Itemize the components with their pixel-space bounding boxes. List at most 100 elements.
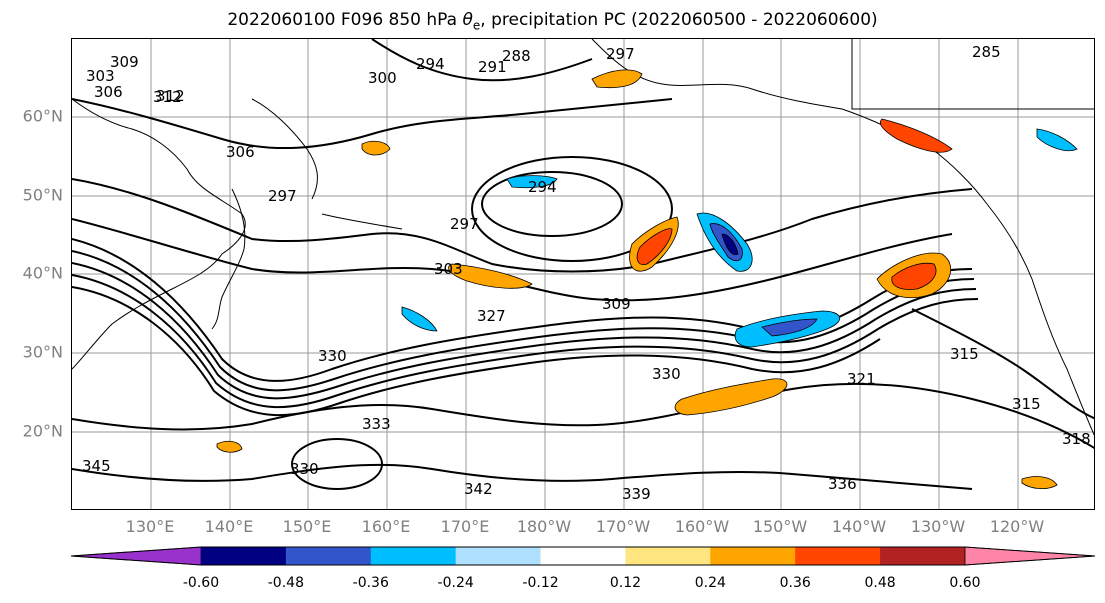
contour-jet-1	[72, 238, 973, 382]
colorbar-tick-label: 0.48	[864, 575, 896, 591]
colorbar-tick-label: -0.36	[352, 575, 389, 591]
colorbar-segment	[370, 547, 457, 565]
contour-label: 321	[847, 370, 876, 388]
contour-label: 309	[110, 53, 139, 71]
contour-jet-2	[72, 250, 975, 392]
map-svg: 303 306 309 312 288 294 291 297 285 300 …	[72, 39, 1094, 509]
colorbar	[70, 546, 1096, 566]
lon-label-160e: 160°E	[361, 517, 411, 536]
lon-label-130w: 130°W	[910, 517, 966, 536]
precip-shading	[216, 69, 1078, 489]
contour-label: 330	[290, 460, 319, 478]
colorbar-segment	[625, 547, 711, 565]
title-theta: θ	[462, 10, 473, 30]
lat-label-20n: 20°N	[22, 421, 63, 441]
precip-negative-1-core	[721, 233, 739, 256]
colorbar-tick-label: -0.60	[182, 575, 220, 591]
contour-294-low	[471, 156, 673, 262]
contour-label: 315	[1012, 395, 1041, 413]
contour-label: 306	[226, 143, 255, 161]
contour-labels: 303 306 309 312 288 294 291 297 285 300 …	[82, 43, 1091, 503]
lat-label-40n: 40°N	[22, 263, 63, 283]
precip-positive-4	[448, 263, 533, 289]
lon-label-170w: 170°W	[595, 517, 651, 536]
colorbar-tick-label: -0.12	[522, 575, 559, 591]
contour-label: 312	[156, 87, 185, 105]
contour-label: 315	[950, 345, 979, 363]
contour-label: 291	[478, 58, 507, 76]
precip-positive-9	[1021, 476, 1058, 489]
lon-label-140w: 140°W	[831, 517, 887, 536]
colorbar-outline	[70, 546, 1096, 566]
coast-japan	[211, 188, 246, 330]
lon-label-170e: 170°E	[440, 517, 490, 536]
contour-label: 306	[94, 83, 123, 101]
colorbar-tick-label: 0.12	[609, 575, 642, 591]
contour-297	[72, 178, 973, 273]
contour-label: 330	[652, 365, 681, 383]
contour-jet-5	[72, 286, 881, 417]
contour-label: 285	[972, 43, 1001, 61]
coast-asia	[72, 98, 246, 370]
contour-300	[72, 98, 673, 150]
coast-alaska	[591, 39, 988, 205]
contour-label: 312	[153, 88, 182, 106]
colorbar-tick-label: 0.36	[779, 575, 811, 591]
lon-label-140e: 140°E	[204, 517, 254, 536]
colorbar-tick-label: 0.24	[694, 575, 726, 591]
theta-e-contours	[72, 39, 1094, 490]
contour-label: 294	[528, 178, 557, 196]
border-canada	[851, 39, 1094, 110]
contour-jet-4	[72, 274, 979, 409]
contour-315	[911, 308, 1094, 420]
colorbar-segment	[710, 547, 796, 565]
colorbar-segment	[285, 547, 372, 565]
contour-label: 345	[82, 457, 111, 475]
contour-294-inner	[481, 171, 623, 237]
colorbar-extend-low	[70, 546, 202, 566]
coastlines	[72, 39, 1094, 436]
precip-positive-3	[674, 378, 788, 416]
map-plot-area: 303 306 309 312 288 294 291 297 285 300 …	[71, 38, 1095, 510]
colorbar-tick-label: 0.60	[949, 575, 981, 591]
coast-kamchatka	[251, 98, 318, 200]
precip-positive-1-core	[636, 228, 673, 266]
title-theta-subscript: e	[472, 18, 481, 33]
contour-label: 297	[606, 45, 635, 63]
lat-label-30n: 30°N	[22, 342, 63, 362]
precip-positive-7	[361, 140, 391, 156]
title-suffix: , precipitation PC (2022060500 - 2022060…	[480, 10, 878, 30]
precip-positive-2-core	[891, 262, 937, 290]
contour-label: 336	[828, 475, 857, 493]
precip-positive-6	[880, 118, 953, 153]
map-gridlines	[72, 39, 1094, 509]
precip-negative-2-core	[761, 318, 818, 337]
precip-positive-8	[216, 440, 243, 453]
contour-label: 309	[602, 295, 631, 313]
coast-north-america	[986, 203, 1094, 436]
contour-label: 333	[362, 415, 391, 433]
precip-negative-4	[1036, 128, 1078, 152]
precip-positive-5	[591, 69, 643, 89]
lat-label-50n: 50°N	[22, 185, 63, 205]
contour-339	[72, 463, 973, 490]
contour-label: 330	[318, 347, 347, 365]
contour-label: 297	[268, 187, 297, 205]
colorbar-segment	[455, 547, 542, 565]
colorbar-extend-high	[964, 546, 1096, 566]
lon-label-160w: 160°W	[674, 517, 730, 536]
lon-label-180w: 180°W	[516, 517, 572, 536]
contour-label: 300	[368, 69, 397, 87]
map-title: 2022060100 F096 850 hPa θe, precipitatio…	[0, 10, 1105, 32]
precip-negative-3	[506, 175, 558, 189]
contour-288	[371, 39, 593, 82]
colorbar-segment	[880, 547, 966, 565]
colorbar-segment	[201, 547, 287, 565]
lon-label-150w: 150°W	[752, 517, 808, 536]
precip-negative-5	[401, 306, 438, 332]
contour-333-ring	[291, 438, 383, 490]
coast-kurils	[321, 213, 403, 230]
colorbar-segments	[70, 546, 1096, 566]
contour-label: 339	[622, 485, 651, 503]
lon-label-150e: 150°E	[282, 517, 332, 536]
